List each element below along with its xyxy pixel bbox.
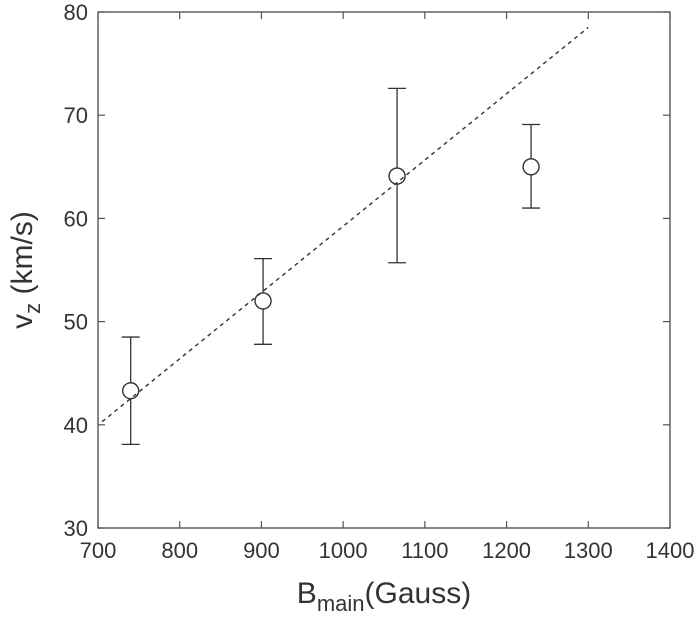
data-marks bbox=[101, 26, 589, 446]
y-tick-label: 30 bbox=[64, 516, 88, 541]
x-tick-label: 900 bbox=[243, 538, 280, 563]
y-tick-label: 50 bbox=[64, 310, 88, 335]
x-tick-label: 800 bbox=[161, 538, 198, 563]
x-tick-label: 700 bbox=[80, 538, 117, 563]
y-tick-label: 60 bbox=[64, 206, 88, 231]
x-axis-title-sub: main bbox=[317, 591, 365, 616]
x-axis-title: Bmain(Gauss) bbox=[297, 577, 471, 616]
fit-line bbox=[101, 26, 589, 423]
y-axis-title-main: v bbox=[6, 314, 39, 329]
data-point bbox=[522, 158, 540, 176]
x-tick-label: 1100 bbox=[401, 538, 448, 563]
y-axis-title: vz (km/s) bbox=[6, 211, 45, 329]
x-tick-label: 1000 bbox=[319, 538, 368, 563]
y-axis-title-rest: (km/s) bbox=[6, 211, 39, 303]
y-tick-label: 40 bbox=[64, 413, 88, 438]
y-axis-title-sub: z bbox=[20, 303, 45, 314]
y-tick-label: 80 bbox=[64, 0, 88, 25]
x-axis-ticks: 700 800 900 1000 1100 1200 1300 1400 bbox=[80, 12, 695, 563]
data-point bbox=[388, 167, 406, 185]
data-point bbox=[254, 292, 272, 310]
y-axis-ticks: 30 40 50 60 70 80 bbox=[64, 0, 670, 541]
data-point bbox=[121, 382, 140, 400]
y-tick-label: 70 bbox=[64, 103, 88, 128]
x-axis-title-main: B bbox=[297, 577, 317, 610]
x-tick-label: 1200 bbox=[482, 538, 531, 563]
x-tick-label: 1300 bbox=[564, 538, 613, 563]
x-axis-title-rest: (Gauss) bbox=[365, 577, 472, 610]
plot-area bbox=[97, 11, 671, 529]
x-tick-label: 1400 bbox=[646, 538, 695, 563]
